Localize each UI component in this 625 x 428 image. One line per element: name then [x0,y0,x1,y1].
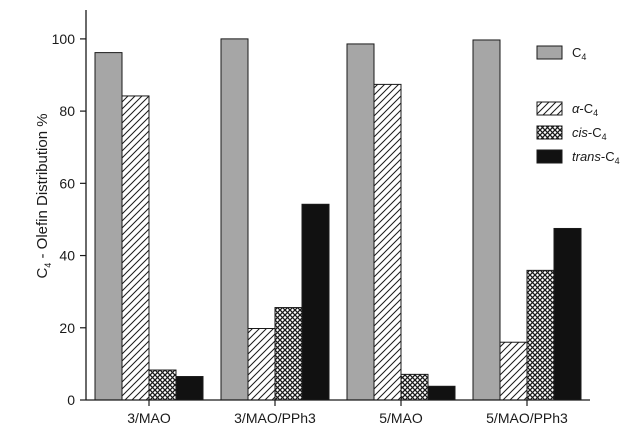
bar-4-2 [301,203,330,401]
y-tick-label-60: 60 [59,175,75,191]
plot-area: 0 20 40 60 80 100 3/MAO 3/MAO/PPh3 5/MAO 5/MAO/PP… [52,31,582,426]
x-tick-label-3: 5/MAO [379,410,423,426]
bar-3-4 [526,269,555,401]
legend-swatch-cis-c4 [536,125,563,140]
bar-3-3 [400,373,429,401]
legend: C4 α-C4 cis-C4 trans-C4 [536,45,620,166]
legend-label-trans-c4: trans-C4 [572,149,620,166]
bar-1-3 [346,43,375,401]
y-axis-title-sub: 4 [43,263,53,268]
bar-1-1 [94,52,123,401]
legend-label-cis-c4: cis-C4 [572,125,607,142]
y-tick-label-100: 100 [52,31,76,47]
bar-2-4 [499,341,528,401]
bar-4-3 [427,385,456,401]
legend-swatch-c4 [536,45,563,60]
bar-3-1 [148,369,177,401]
x-tick-label-1: 3/MAO [127,410,171,426]
bar-2-1 [121,95,150,401]
legend-label-c4: C4 [572,45,586,62]
bar-4-4 [553,227,582,401]
bar-2-2 [247,328,276,401]
bar-4-1 [175,376,204,401]
x-tick-label-4: 5/MAO/PPh3 [486,410,568,426]
x-tick-label-2: 3/MAO/PPh3 [234,410,316,426]
legend-swatch-trans-c4 [536,149,563,164]
bar-2-3 [373,83,402,401]
y-tick-label-0: 0 [67,392,75,408]
y-tick-label-80: 80 [59,103,75,119]
y-axis-title: C4 - Olefin Distribution % [34,113,53,278]
bar-3-2 [274,307,303,401]
bar-1-2 [220,38,249,401]
bar-1-4 [472,39,501,401]
y-tick-label-20: 20 [59,320,75,336]
legend-label-alpha-c4: α-C4 [572,101,598,118]
y-tick-label-40: 40 [59,248,75,264]
legend-swatch-alpha-c4 [536,101,563,116]
